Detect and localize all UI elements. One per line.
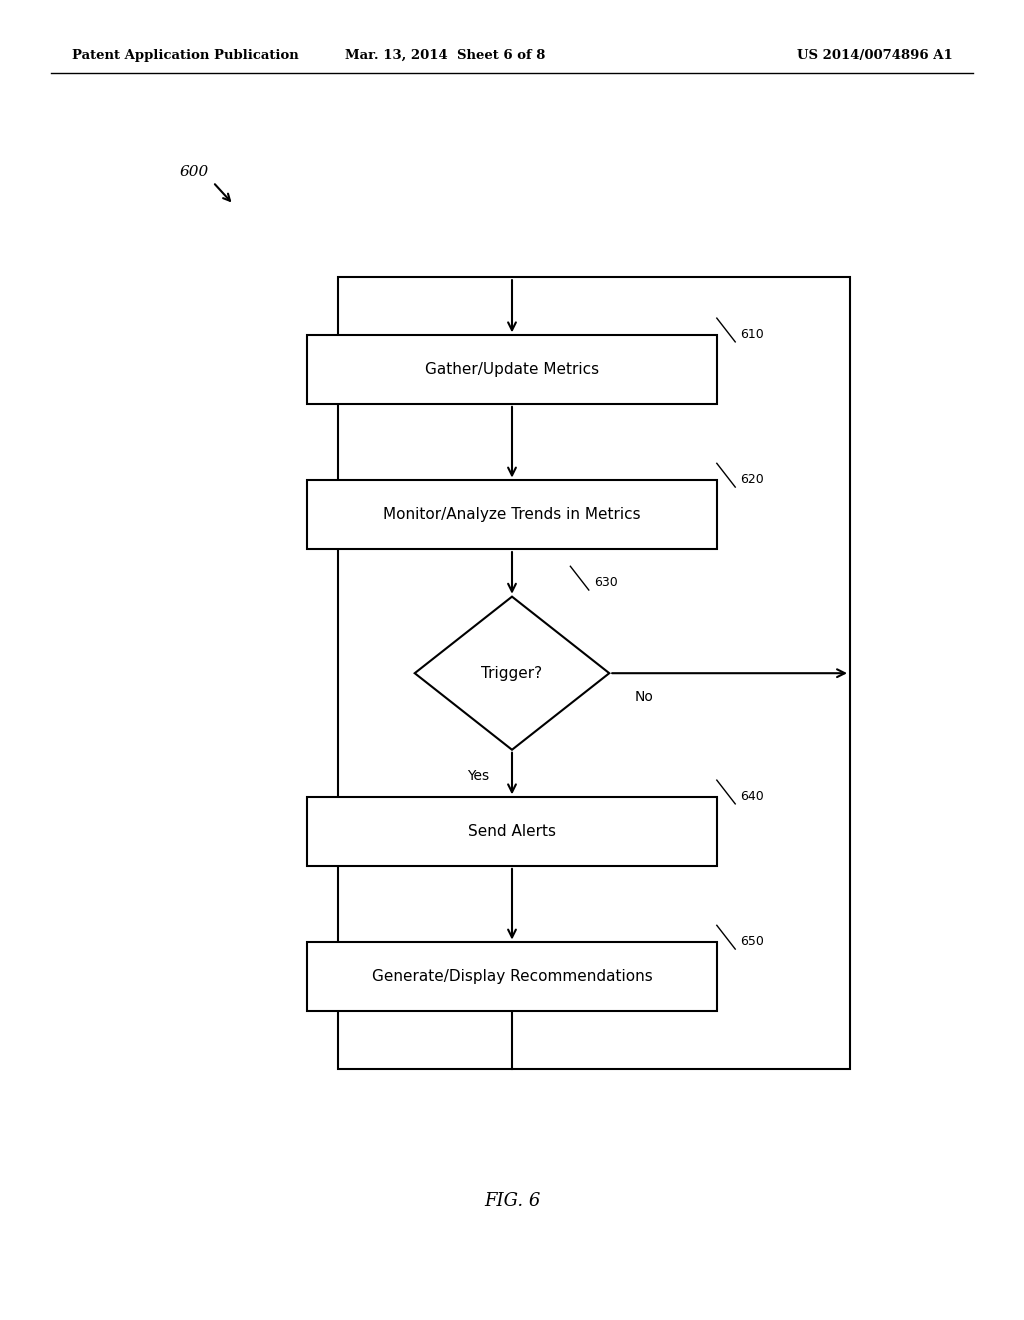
Text: Send Alerts: Send Alerts [468, 824, 556, 840]
Text: Patent Application Publication: Patent Application Publication [72, 49, 298, 62]
Bar [307, 480, 717, 549]
Bar [307, 335, 717, 404]
Text: 630: 630 [594, 577, 617, 590]
Text: 600: 600 [179, 165, 209, 178]
Text: Mar. 13, 2014  Sheet 6 of 8: Mar. 13, 2014 Sheet 6 of 8 [345, 49, 546, 62]
Text: Yes: Yes [467, 770, 489, 783]
Text: Monitor/Analyze Trends in Metrics: Monitor/Analyze Trends in Metrics [383, 507, 641, 523]
Text: FIG. 6: FIG. 6 [483, 1192, 541, 1210]
Text: 640: 640 [740, 791, 764, 804]
Polygon shape [415, 597, 609, 750]
Text: 650: 650 [740, 936, 764, 949]
Bar [307, 942, 717, 1011]
Bar [338, 277, 850, 1069]
Text: US 2014/0074896 A1: US 2014/0074896 A1 [797, 49, 952, 62]
Text: Generate/Display Recommendations: Generate/Display Recommendations [372, 969, 652, 985]
Text: Trigger?: Trigger? [481, 665, 543, 681]
Text: 610: 610 [740, 329, 764, 342]
Bar [307, 797, 717, 866]
Text: No: No [635, 690, 653, 704]
Text: 620: 620 [740, 474, 764, 487]
Text: Gather/Update Metrics: Gather/Update Metrics [425, 362, 599, 378]
